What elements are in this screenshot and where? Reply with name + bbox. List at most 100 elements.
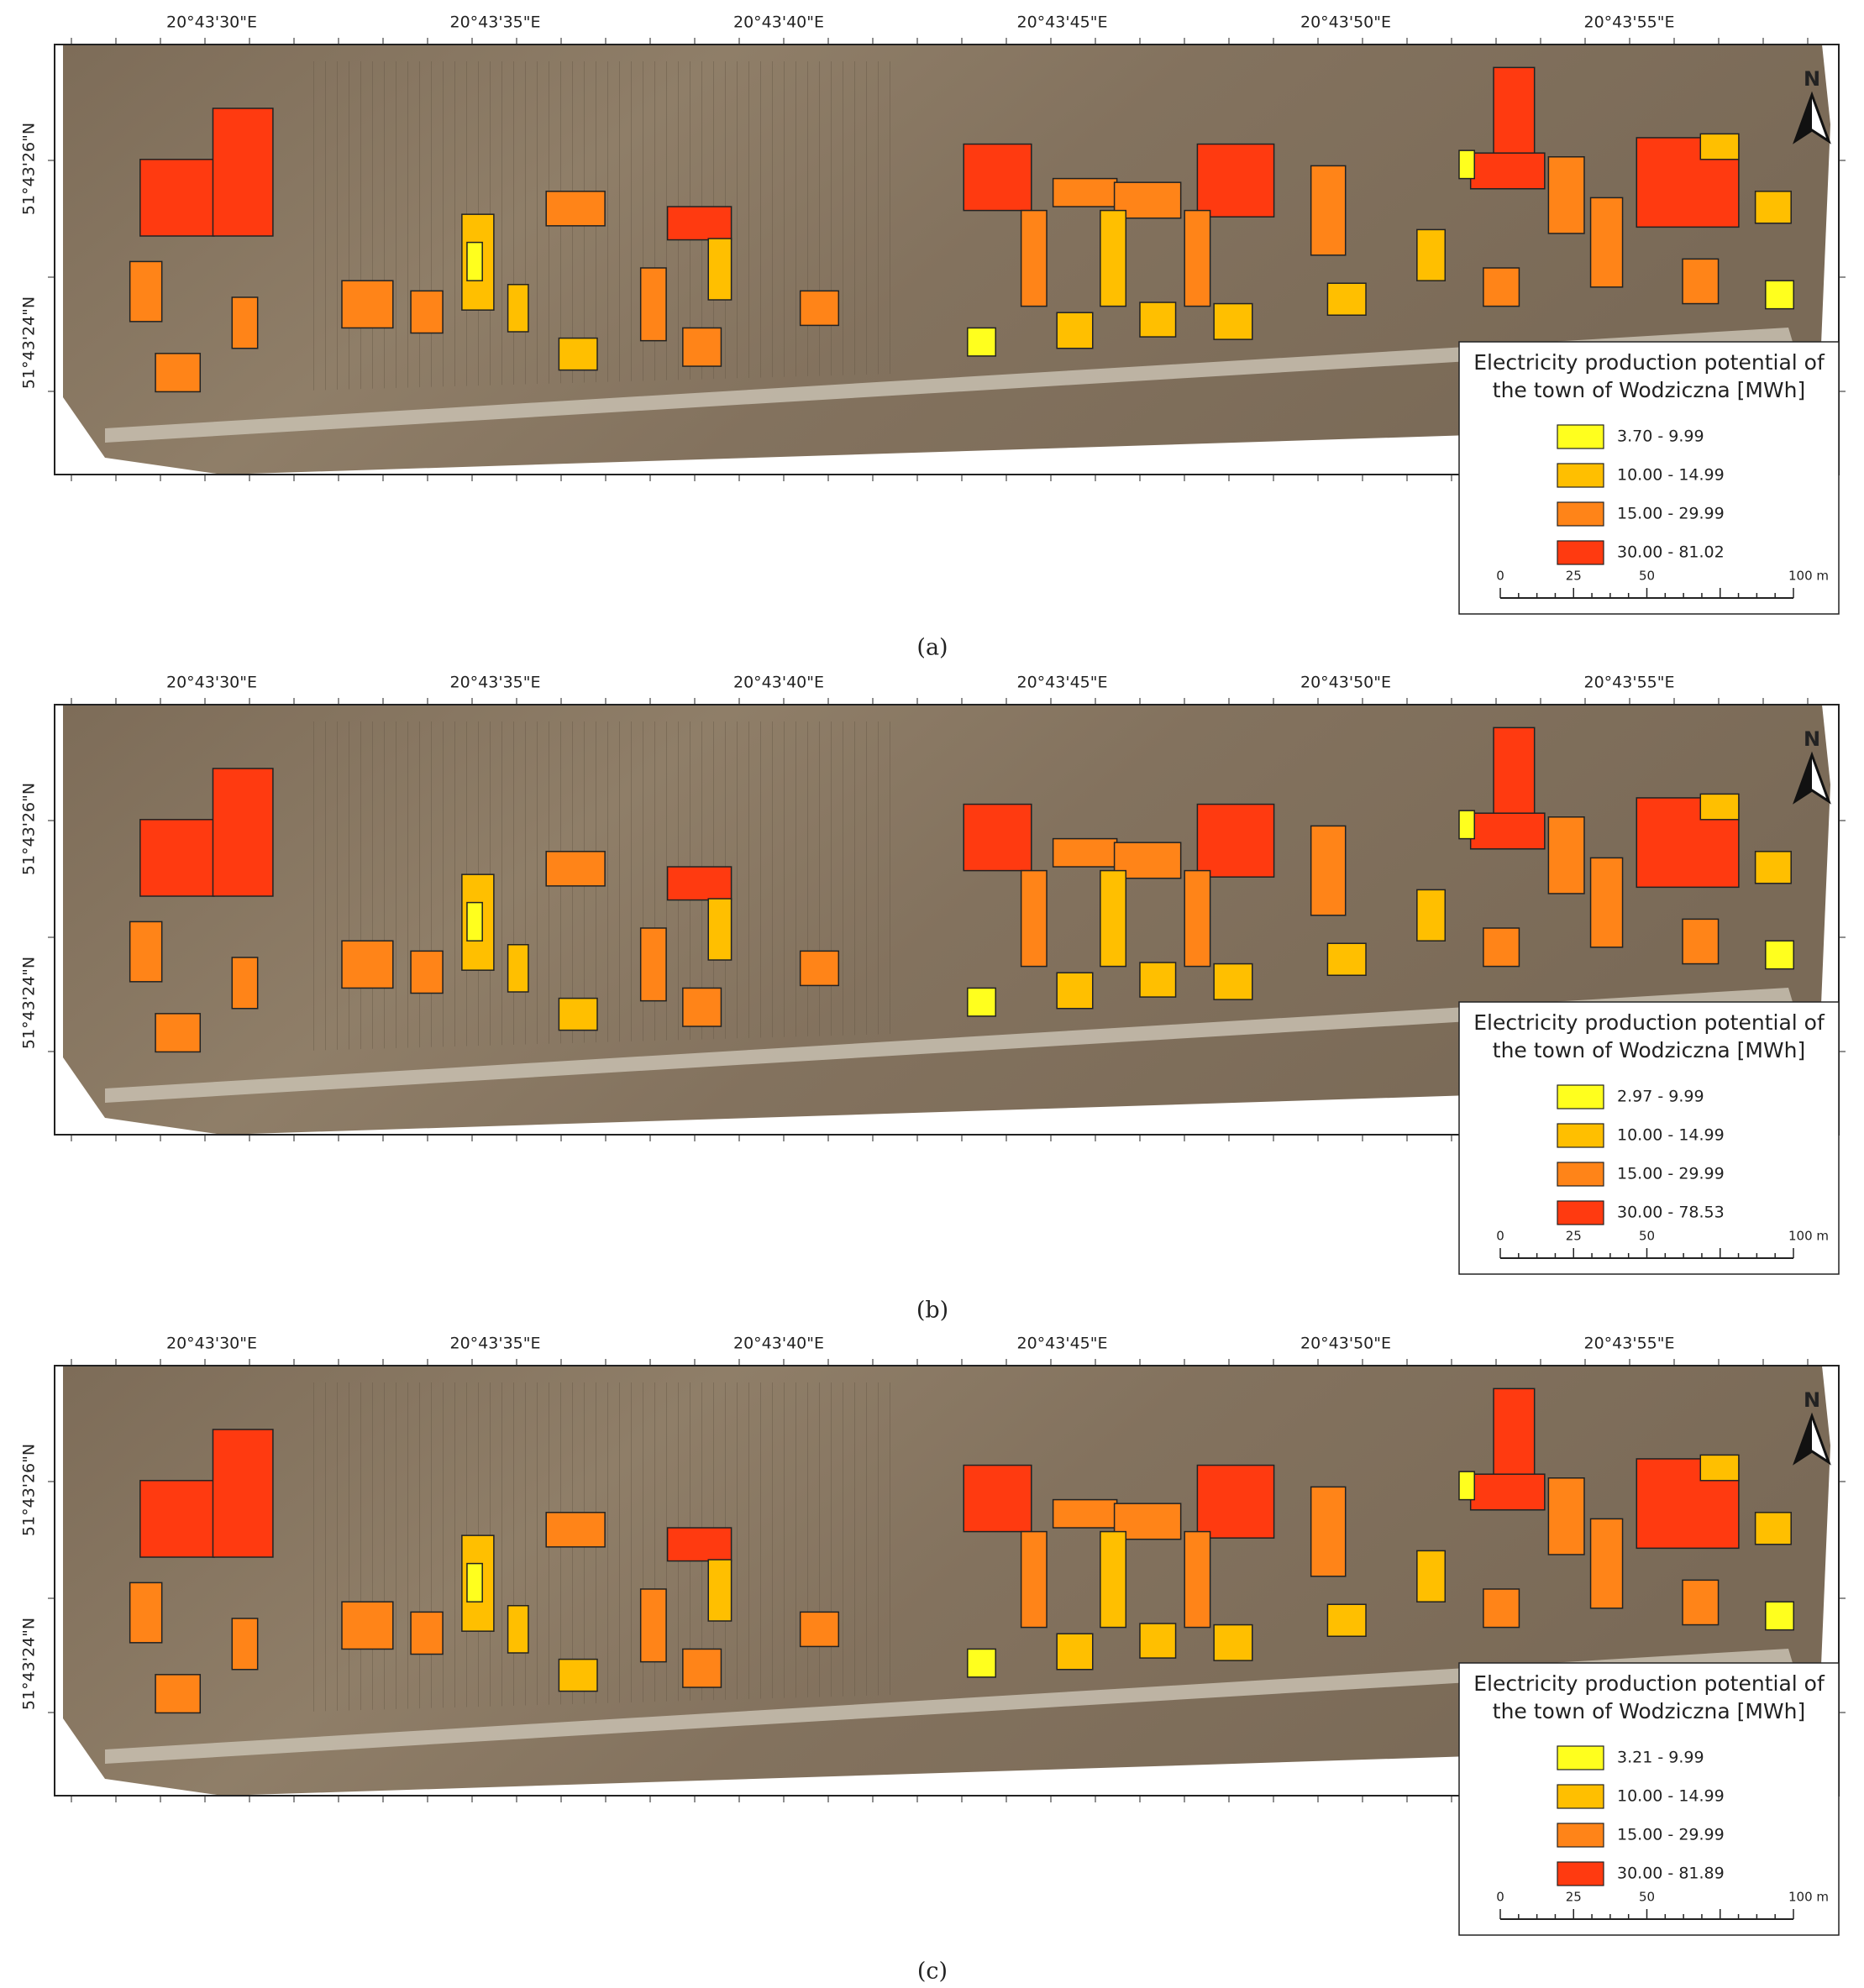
building: [507, 284, 529, 333]
building: [155, 353, 202, 393]
legend-swatch: [1557, 1084, 1604, 1109]
x-coord-label: 20°43'55"E: [1584, 674, 1675, 692]
building: [545, 1512, 606, 1548]
building: [1589, 1518, 1624, 1609]
building: [410, 290, 444, 334]
building: [967, 987, 996, 1017]
building: [1469, 1473, 1546, 1511]
building: [1483, 1588, 1520, 1629]
building: [1052, 1498, 1118, 1529]
scale-label: 100 m: [1788, 1229, 1829, 1244]
building: [155, 1674, 202, 1714]
legend-title: the town of Wodziczna [MWh]: [1493, 1699, 1805, 1723]
building: [799, 950, 840, 987]
legend-title: Electricity production potential of: [1473, 350, 1825, 375]
building: [1682, 1579, 1720, 1626]
building: [231, 296, 259, 349]
x-coord-label: 20°43'40"E: [733, 674, 824, 692]
building: [1139, 962, 1177, 998]
building: [341, 940, 394, 989]
building: [1589, 857, 1624, 948]
panel-caption: (a): [916, 635, 948, 661]
building: [963, 143, 1032, 212]
building: [1416, 228, 1447, 281]
building: [1416, 889, 1447, 942]
building: [1765, 1601, 1794, 1631]
building: [1196, 1464, 1275, 1539]
building: [1547, 156, 1585, 234]
x-coord-label: 20°43'35"E: [450, 13, 541, 32]
building: [1310, 165, 1347, 256]
building: [129, 1581, 163, 1644]
legend-box: [1458, 1001, 1840, 1275]
building: [1100, 869, 1127, 968]
building: [1765, 280, 1794, 310]
building: [1416, 1550, 1447, 1602]
x-coord-label: 20°43'50"E: [1300, 674, 1391, 692]
building: [545, 191, 606, 227]
building: [231, 957, 259, 1010]
building: [1213, 1623, 1253, 1661]
legend-label: 15.00 - 29.99: [1617, 1826, 1725, 1844]
building: [963, 803, 1032, 872]
building: [1213, 302, 1253, 340]
x-coord-label: 20°43'35"E: [450, 1335, 541, 1353]
building: [967, 327, 996, 357]
map-panel: 20°43'30"E 20°43'35"E 20°43'40"E 20°43'45"E…: [20, 674, 1846, 1275]
building: [1056, 312, 1094, 349]
building: [1469, 152, 1546, 190]
x-coord-label: 20°43'30"E: [166, 1335, 257, 1353]
building: [558, 1658, 598, 1692]
building: [1458, 810, 1475, 840]
building: [129, 921, 163, 983]
legend-swatch: [1557, 1200, 1604, 1225]
building: [558, 337, 598, 371]
x-coord-label: 20°43'45"E: [1017, 13, 1108, 32]
map-panel: 20°43'30"E 20°43'35"E 20°43'40"E 20°43'45"E…: [20, 13, 1846, 615]
building: [466, 901, 483, 942]
building: [1310, 825, 1347, 916]
building: [1547, 816, 1585, 894]
building: [212, 768, 274, 897]
x-coord-label: 20°43'35"E: [450, 674, 541, 692]
x-coord-label: 20°43'30"E: [166, 13, 257, 32]
building: [231, 1618, 259, 1671]
north-arrow-half: [1795, 755, 1812, 801]
building: [1310, 1486, 1347, 1577]
legend-title: Electricity production potential of: [1473, 1010, 1825, 1035]
building: [139, 1480, 215, 1558]
building: [1139, 1623, 1177, 1659]
y-coord-label: 51°43'24"N: [20, 296, 39, 389]
map-frame: [54, 44, 1840, 475]
legend-title: the town of Wodziczna [MWh]: [1493, 378, 1805, 402]
building: [1765, 940, 1794, 970]
building: [1020, 869, 1048, 968]
y-coord-label: 51°43'26"N: [20, 123, 39, 215]
building: [466, 1562, 483, 1602]
map-frame: [54, 704, 1840, 1136]
x-coord-label: 20°43'40"E: [733, 1335, 824, 1353]
building: [341, 280, 394, 329]
building: [1493, 1387, 1536, 1477]
legend-swatch: [1557, 1784, 1604, 1809]
scale-label: 100 m: [1788, 1890, 1829, 1905]
building: [1113, 842, 1182, 879]
legend-swatch: [1557, 1861, 1604, 1886]
legend-label: 30.00 - 81.89: [1617, 1865, 1725, 1883]
building: [545, 851, 606, 887]
legend-swatch: [1557, 463, 1604, 488]
x-coord-label: 20°43'40"E: [733, 13, 824, 32]
road: [105, 1649, 1793, 1764]
building: [682, 1648, 722, 1688]
building: [1483, 267, 1520, 307]
building: [1682, 258, 1720, 305]
scale-label: 50: [1639, 1890, 1655, 1905]
building: [639, 1588, 667, 1663]
legend-swatch: [1557, 540, 1604, 565]
legend-swatch: [1557, 1162, 1604, 1187]
map-frame: [54, 1365, 1840, 1797]
building: [1326, 1603, 1367, 1637]
legend-label: 10.00 - 14.99: [1617, 466, 1725, 485]
legend-swatch: [1557, 501, 1604, 527]
legend-swatch: [1557, 424, 1604, 449]
